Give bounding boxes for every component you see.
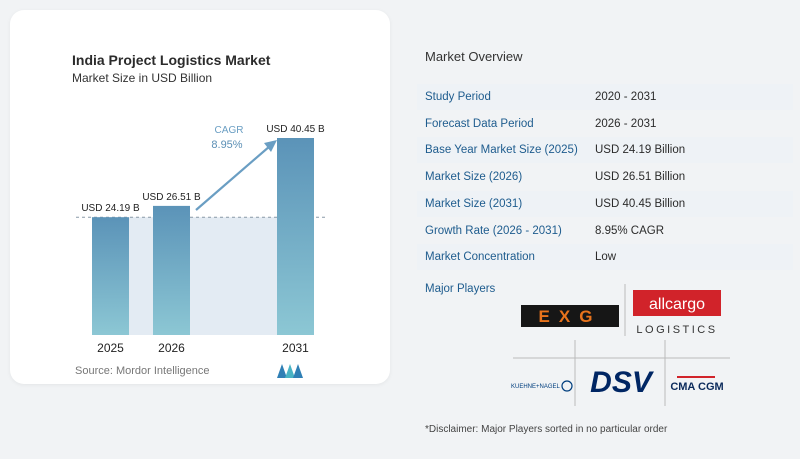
overview-row-value: 2026 - 2031 (595, 117, 657, 130)
cagr-label: CAGR (215, 125, 244, 136)
overview-row-value: USD 40.45 Billion (595, 197, 686, 210)
allcargo-logo: allcargo LOGISTICS (633, 290, 721, 336)
overview-row: Forecast Data Period 2026 - 2031 (417, 111, 793, 137)
kuehne-nagel-logo: KUEHNE+NAGEL (511, 380, 573, 392)
overview-row-label: Market Concentration (425, 251, 535, 264)
overview-row-value: 2020 - 2031 (595, 91, 657, 103)
disclaimer-note: *Disclaimer: Major Players sorted in no … (425, 424, 668, 435)
dsv-logo: DSV (590, 366, 655, 399)
overview-row-label: Market Size (2026) (425, 171, 523, 184)
exg-logo: EXG (521, 305, 619, 327)
highlight-band (129, 217, 277, 335)
svg-text:EXG: EXG (539, 307, 602, 326)
overview-row-label: Market Size (2031) (425, 197, 523, 210)
major-players-title: Major Players (425, 283, 496, 295)
svg-text:KUEHNE+NAGEL: KUEHNE+NAGEL (511, 384, 561, 390)
source-note: Source: Mordor Intelligence (75, 365, 210, 377)
x-tick-label-2025: 2025 (97, 341, 124, 355)
svg-text:LOGISTICS: LOGISTICS (636, 324, 717, 336)
svg-text:DSV: DSV (590, 366, 655, 399)
overview-row-value: USD 24.19 Billion (595, 144, 686, 157)
overview-row: Market Concentration Low (417, 244, 793, 271)
overview-row-value: Low (595, 251, 617, 264)
data-label-2025: USD 24.19 B (81, 203, 140, 214)
overview-row: Market Size (2026) USD 26.51 Billion (417, 164, 793, 190)
overview-row-label: Forecast Data Period (425, 117, 534, 130)
growth-arrow-line (195, 145, 271, 211)
chart-title: India Project Logistics Market (72, 52, 271, 68)
cagr-value: 8.95% (211, 139, 242, 151)
overview-row-label: Base Year Market Size (2025) (425, 144, 578, 157)
bar-chart: USD 24.19 B 2025 USD 26.51 B 2026 USD 40.45 … (76, 124, 325, 355)
growth-arrow-head (264, 140, 277, 152)
mordor-logo-icon (277, 364, 303, 378)
x-tick-label-2031: 2031 (282, 341, 309, 355)
overview-row: Study Period 2020 - 2031 (417, 84, 793, 110)
svg-text:allcargo: allcargo (649, 296, 705, 313)
overview-row: Base Year Market Size (2025) USD 24.19 Bi… (417, 137, 793, 164)
data-label-2031: USD 40.45 B (266, 124, 325, 135)
overview-row-label: Study Period (425, 91, 491, 103)
overview-row-value: USD 26.51 Billion (595, 171, 686, 184)
major-players-logos: EXG allcargo LOGISTICS KUEHNE+NAGEL DSV … (511, 284, 730, 406)
overview-row-value: 8.95% CAGR (595, 224, 665, 237)
bar-2026 (153, 205, 190, 335)
overview-title: Market Overview (425, 49, 523, 64)
data-label-2026: USD 26.51 B (142, 192, 201, 203)
svg-text:CMA CGM: CMA CGM (670, 381, 723, 393)
cma-cgm-logo: CMA CGM (670, 376, 724, 393)
chart-subtitle: Market Size in USD Billion (72, 71, 213, 85)
x-tick-label-2026: 2026 (158, 341, 185, 355)
bar-2031 (277, 138, 314, 335)
overview-row-label: Growth Rate (2026 - 2031) (425, 224, 562, 237)
bar-2025 (92, 217, 129, 335)
overview-row: Market Size (2031) USD 40.45 Billion (417, 190, 793, 217)
overview-row: Growth Rate (2026 - 2031) 8.95% CAGR (417, 218, 793, 244)
